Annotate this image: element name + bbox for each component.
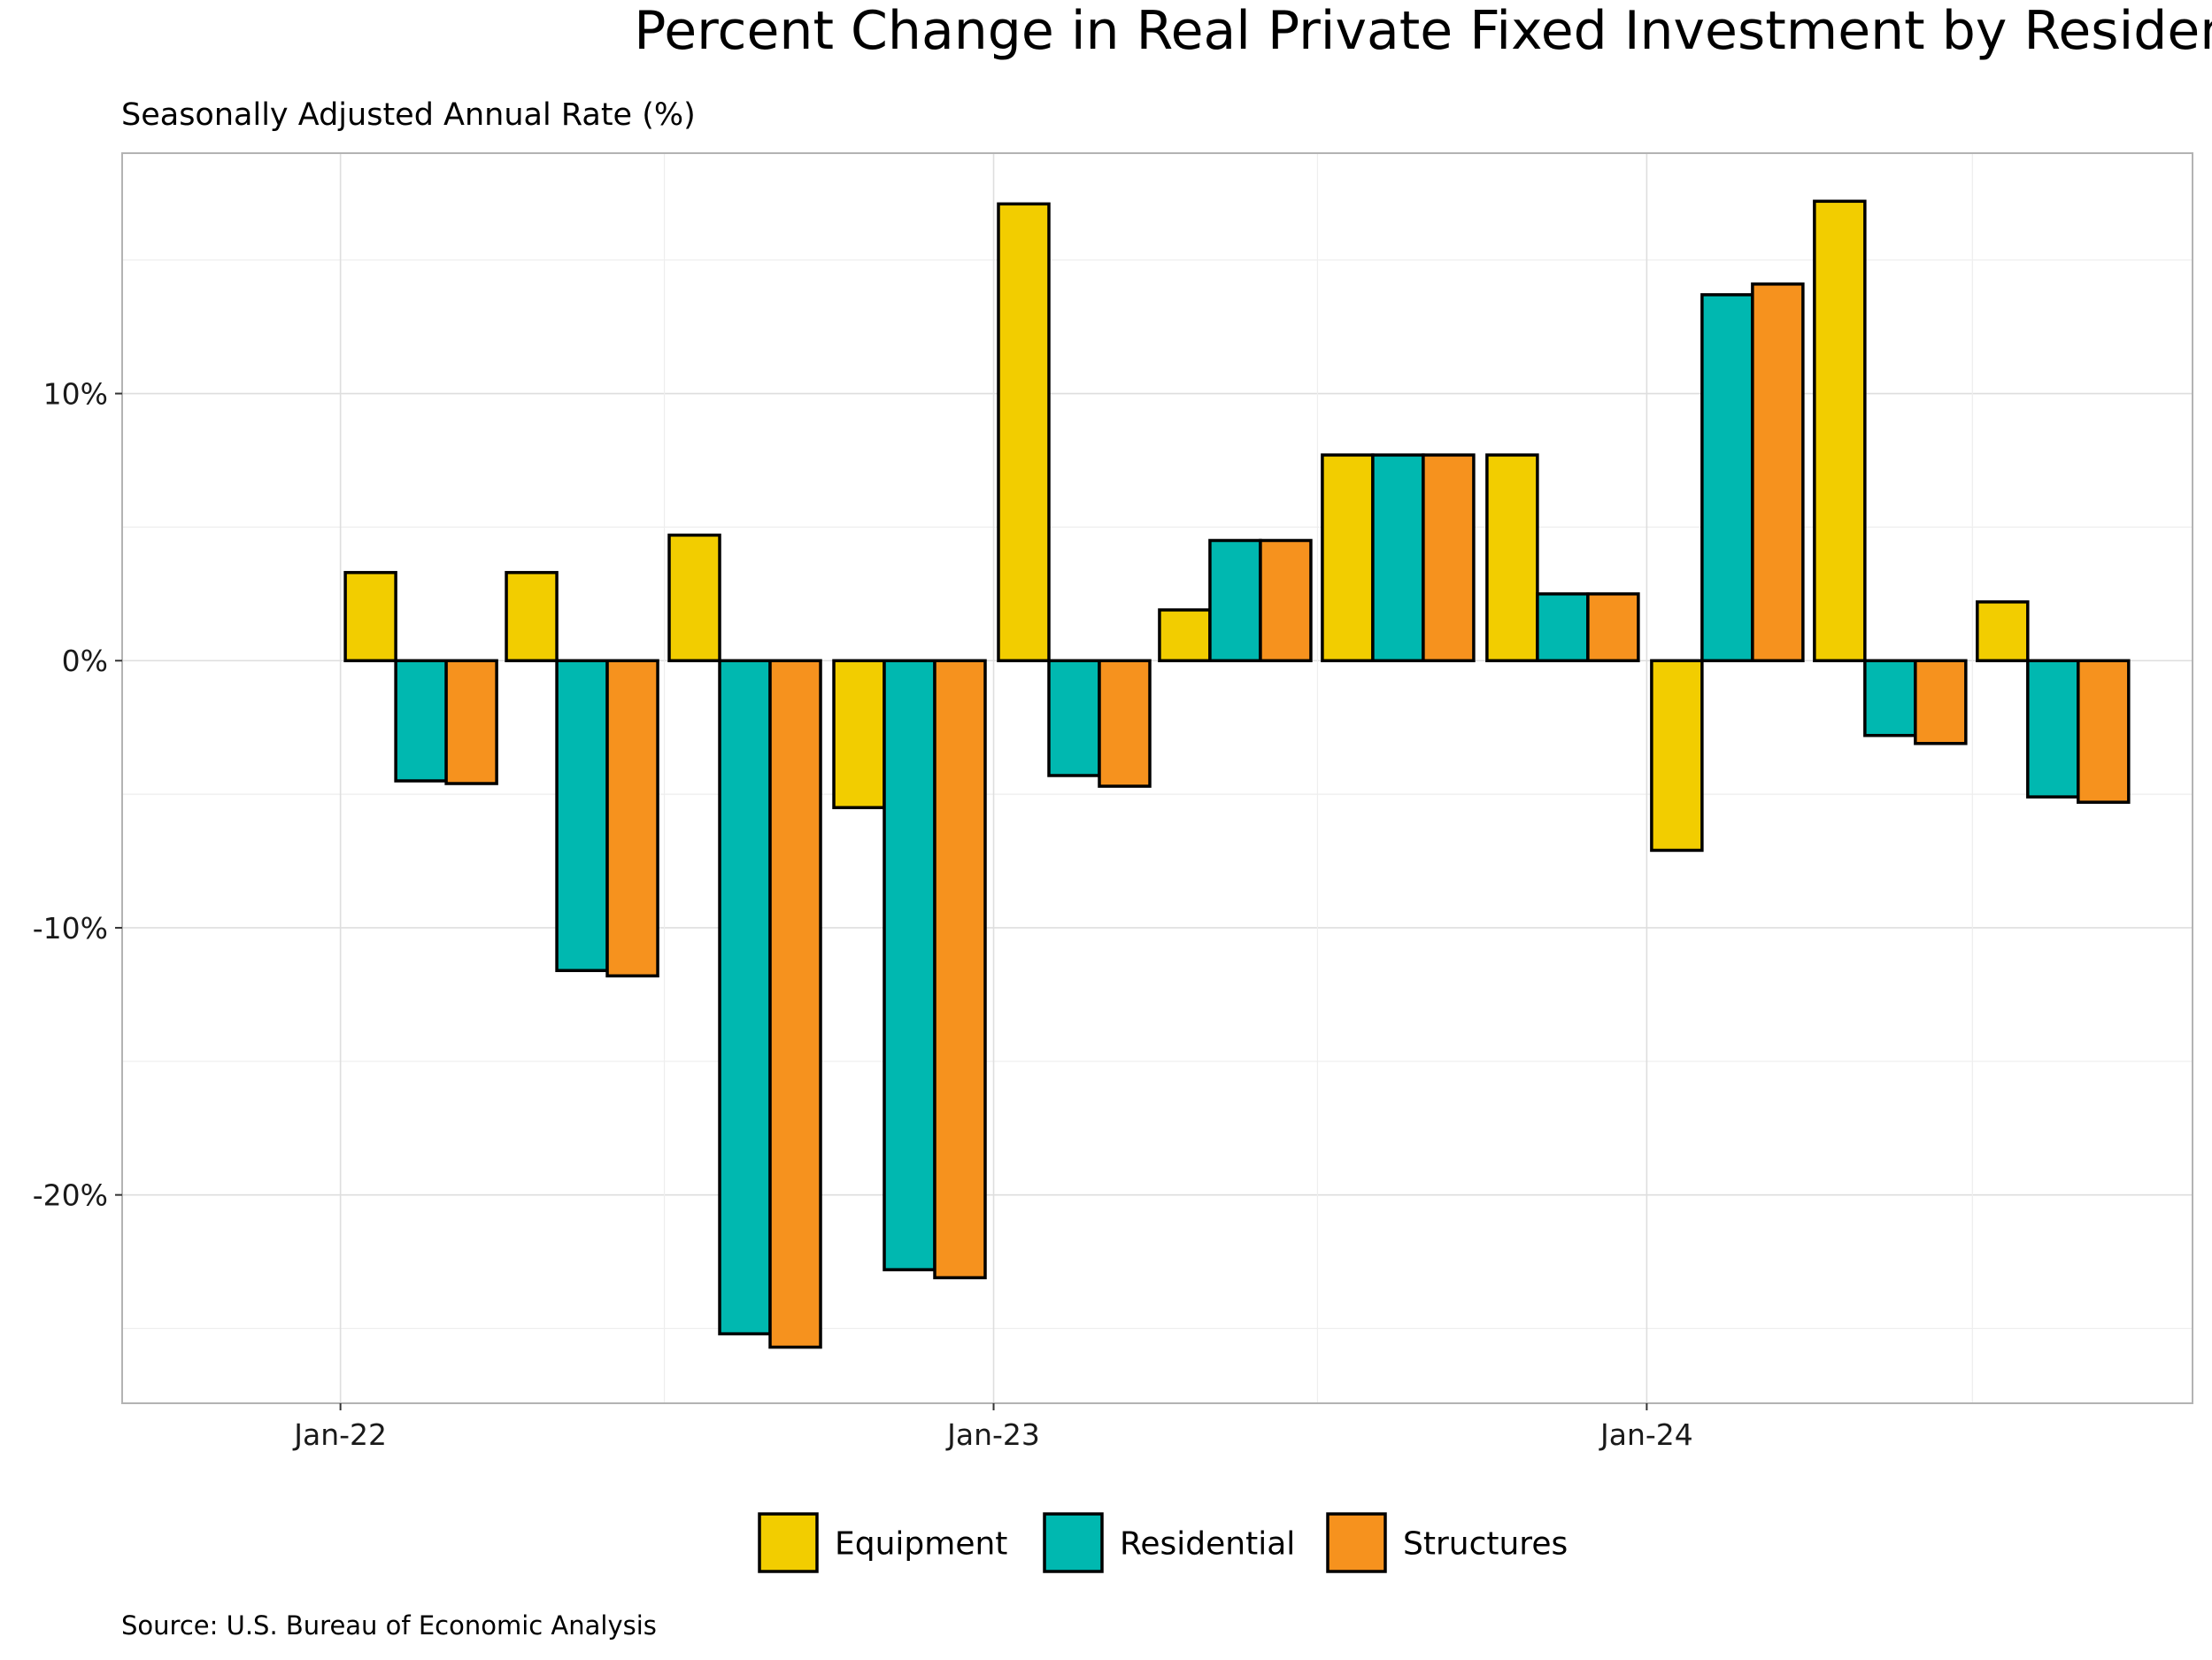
bar-equipment [997,202,1051,662]
legend-label-equipment: Equipment [835,1526,1007,1563]
legend: Equipment Residential Structures [758,1512,1568,1573]
bar-structures [1098,659,1152,788]
x-tick-label: Jan-24 [1599,1417,1693,1452]
y-tick-label: 0% [62,644,108,678]
bar-equipment [1485,453,1539,662]
bar-equipment [667,533,721,662]
bar-residential [1047,659,1101,777]
bar-residential [394,659,448,783]
bar-equipment [1650,659,1704,853]
bar-equipment [1976,600,2030,662]
bar-residential [1700,293,1754,662]
bar-residential [1208,538,1262,662]
legend-key-equipment [758,1512,819,1573]
bar-equipment [1158,608,1212,662]
y-axis: 10% 0% -10% -20% [33,377,122,1213]
plot-bars [343,199,2131,1349]
bar-residential [1371,453,1425,662]
bar-structures [444,659,498,785]
bar-residential [1536,592,1590,662]
source-note: Source: U.S. Bureau of Economic Analysis [121,1610,657,1641]
x-tick-label: Jan-22 [292,1417,387,1452]
bar-residential [718,659,772,1336]
x-axis: Jan-22 Jan-23 Jan-24 [292,1403,1693,1452]
bar-equipment [505,570,559,662]
bar-structures [768,659,822,1349]
legend-label-residential: Residential [1120,1526,1295,1563]
bar-residential [555,659,609,972]
bar-equipment [832,659,886,809]
legend-key-structures [1326,1512,1387,1573]
bar-equipment [1321,453,1375,662]
bar-structures [2077,659,2131,804]
bar-structures [1914,659,1968,745]
bar-structures [1259,538,1313,662]
chart-subtitle: Seasonally Adjusted Annual Rate (%) [121,97,696,133]
bar-equipment [1813,199,1867,662]
bar-structures [605,659,659,978]
legend-label-structures: Structures [1403,1526,1568,1563]
bar-structures [933,659,987,1279]
y-tick-label: -10% [33,911,108,946]
y-tick-label: 10% [43,377,108,412]
plot-panel [121,152,2193,1404]
bar-structures [1586,592,1640,662]
bar-residential [882,659,936,1271]
bar-equipment [343,570,397,662]
chart-title: Percent Change in Real Private Fixed Inv… [634,0,2212,62]
y-tick-label: -20% [33,1178,108,1213]
bar-residential [1863,659,1917,737]
bar-structures [1751,282,1805,662]
x-tick-label: Jan-23 [945,1417,1040,1452]
bar-residential [2026,659,2080,799]
bar-structures [1422,453,1476,662]
legend-key-residential [1043,1512,1104,1573]
